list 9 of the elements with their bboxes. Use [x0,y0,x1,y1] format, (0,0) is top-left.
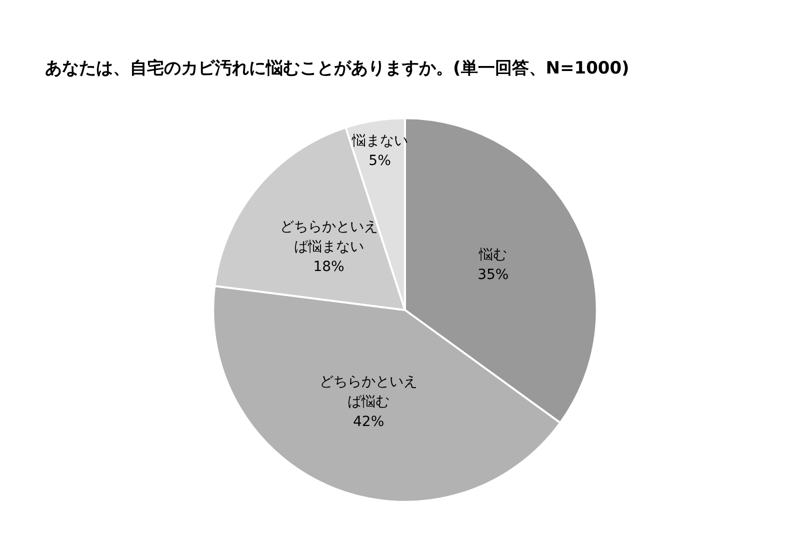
data-label: 42% [353,414,384,430]
slice-label: 悩まない [350,132,408,149]
chart-title: あなたは、自宅のカビ汚れに悩むことがありますか。(単一回答、N=1000) [45,58,630,78]
data-label: 5% [368,152,391,169]
slice-label: どちらかといえば悩む [320,374,418,410]
data-label: 18% [313,258,344,275]
data-label: 35% [478,267,509,284]
slice-label: 悩む [478,247,508,264]
slice-label: どちらかといえば悩まない [280,218,378,255]
